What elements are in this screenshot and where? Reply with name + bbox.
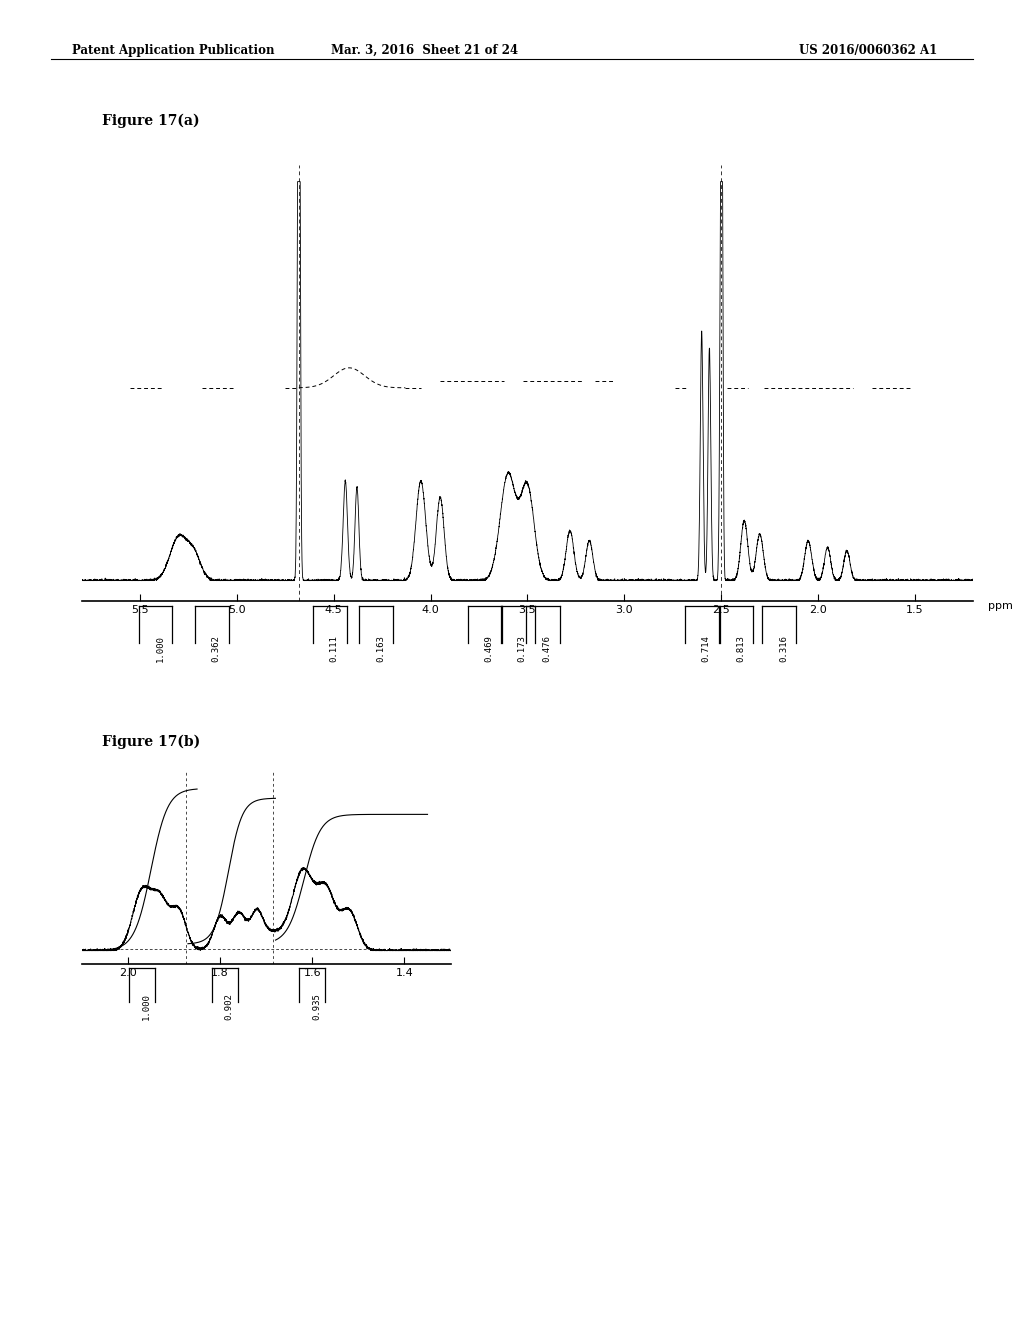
Text: 0.902: 0.902 [225, 994, 233, 1020]
Text: 0.714: 0.714 [701, 635, 711, 661]
Text: 0.173: 0.173 [518, 635, 526, 661]
Text: 0.111: 0.111 [330, 635, 339, 661]
Text: 0.813: 0.813 [736, 635, 745, 661]
Text: Figure 17(a): Figure 17(a) [102, 114, 200, 128]
Text: ppm: ppm [988, 601, 1013, 611]
Text: 0.476: 0.476 [543, 635, 552, 661]
Text: Figure 17(b): Figure 17(b) [102, 734, 201, 748]
Text: Mar. 3, 2016  Sheet 21 of 24: Mar. 3, 2016 Sheet 21 of 24 [332, 44, 518, 57]
Text: US 2016/0060362 A1: US 2016/0060362 A1 [799, 44, 937, 57]
Text: 0.163: 0.163 [376, 635, 385, 661]
Text: 0.362: 0.362 [212, 635, 221, 661]
Text: Patent Application Publication: Patent Application Publication [72, 44, 274, 57]
Text: 1.000: 1.000 [156, 635, 165, 661]
Text: 0.935: 0.935 [312, 994, 322, 1020]
Text: 0.469: 0.469 [484, 635, 494, 661]
Text: 1.000: 1.000 [141, 994, 151, 1020]
Text: 0.316: 0.316 [779, 635, 788, 661]
